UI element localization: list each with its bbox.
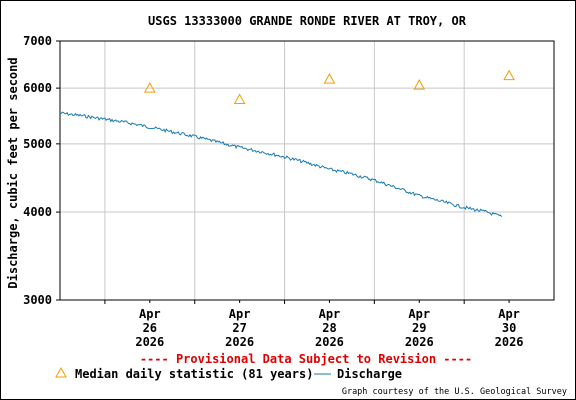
- credit-note: Graph courtesy of the U.S. Geological Su…: [342, 387, 567, 397]
- median-point: [413, 79, 426, 90]
- legend: Median daily statistic (81 years) Discha…: [55, 366, 402, 381]
- x-tick-label: Apr 30 2026: [495, 307, 524, 349]
- legend-median-label: Median daily statistic (81 years): [75, 367, 313, 381]
- discharge-line: [59, 111, 503, 217]
- legend-discharge-label: Discharge: [337, 367, 402, 381]
- x-tick-label-line: 27: [232, 321, 246, 335]
- series-layer: [59, 69, 515, 217]
- x-tick-label-line: 2026: [495, 335, 524, 349]
- x-tick-label-line: 30: [502, 321, 516, 335]
- x-tick-label-line: 2026: [315, 335, 344, 349]
- x-tick-label: Apr 26 2026: [135, 307, 164, 349]
- x-tick-label-line: 26: [143, 321, 157, 335]
- y-tick-label: 4000: [23, 205, 52, 219]
- x-tick-label: Apr 28 2026: [315, 307, 344, 349]
- x-tick-label-line: 28: [322, 321, 336, 335]
- y-tick-label: 7000: [23, 34, 52, 48]
- x-tick-label-line: 2026: [135, 335, 164, 349]
- x-tick-label-line: Apr: [229, 307, 251, 321]
- median-point: [503, 69, 515, 81]
- plot-area: [59, 40, 555, 301]
- y-tick-label: 3000: [23, 293, 52, 307]
- y-axis-ticks: 3000 4000 5000 6000 7000: [23, 34, 60, 307]
- y-tick-label: 6000: [23, 81, 52, 95]
- grid-lines: [60, 41, 554, 300]
- x-tick-label-line: 29: [412, 321, 426, 335]
- y-axis-label: Discharge, cubic feet per second: [6, 57, 20, 288]
- median-point: [323, 73, 336, 84]
- y-tick-label: 5000: [23, 137, 52, 151]
- x-tick-label-line: Apr: [139, 307, 161, 321]
- x-tick-label-line: 2026: [405, 335, 434, 349]
- legend-median-marker: [55, 366, 67, 378]
- provisional-note: ---- Provisional Data Subject to Revisio…: [140, 352, 472, 366]
- chart-title: USGS 13333000 GRANDE RONDE RIVER AT TROY…: [148, 14, 467, 28]
- x-tick-label-line: Apr: [498, 307, 520, 321]
- median-point: [233, 93, 246, 105]
- median-point: [143, 82, 156, 93]
- x-tick-label: Apr 29 2026: [405, 307, 434, 349]
- x-tick-label: Apr 27 2026: [225, 307, 254, 349]
- x-tick-label-line: Apr: [408, 307, 430, 321]
- x-tick-label-line: Apr: [319, 307, 341, 321]
- x-tick-label-line: 2026: [225, 335, 254, 349]
